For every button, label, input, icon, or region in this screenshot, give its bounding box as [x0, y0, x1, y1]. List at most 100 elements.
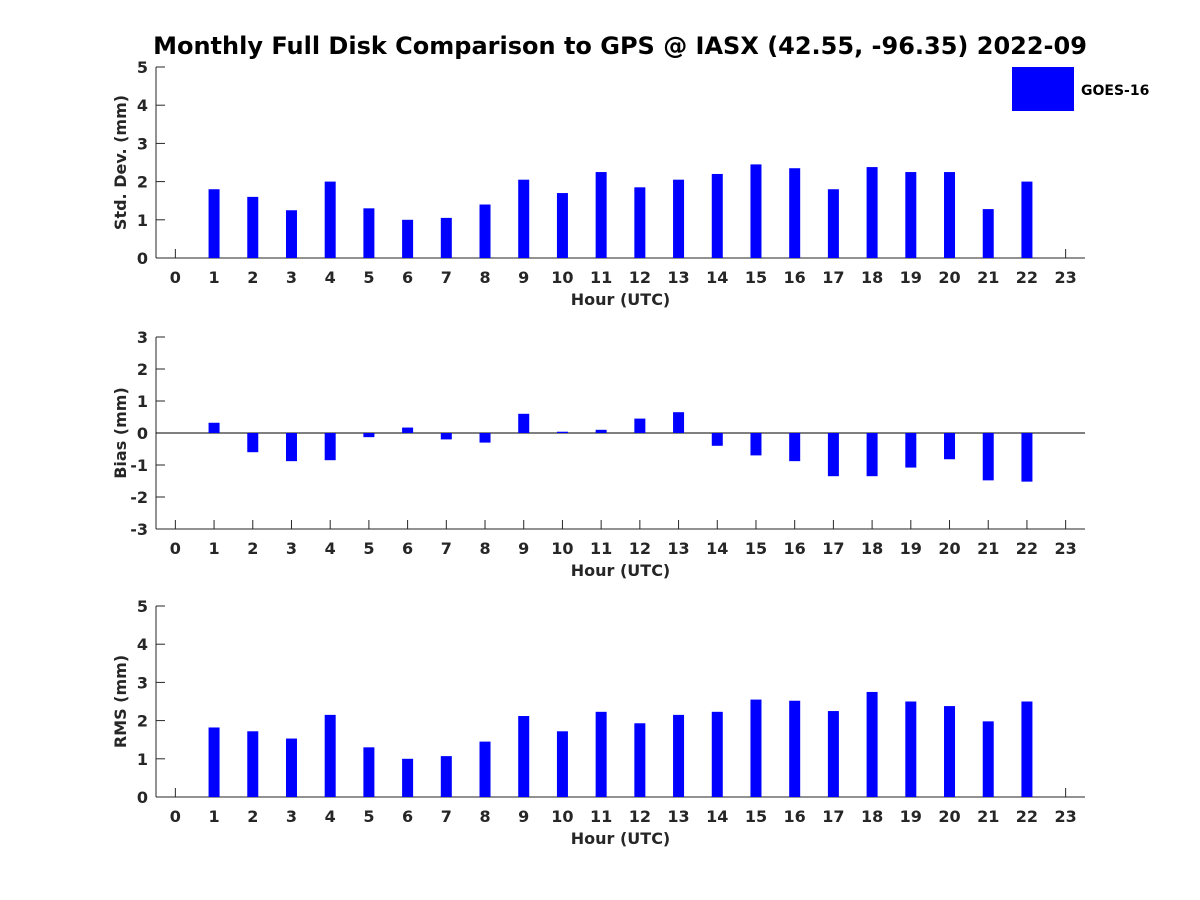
- y-tick-label: 3: [137, 328, 148, 347]
- bar-hour-19: [905, 172, 917, 258]
- x-axis-label: Hour (UTC): [571, 829, 671, 848]
- y-tick-label: 5: [137, 597, 148, 616]
- x-tick-label: 20: [938, 807, 960, 826]
- bar-hour-10: [556, 193, 568, 258]
- x-tick-label: 20: [938, 539, 960, 558]
- bar-hour-1: [208, 422, 220, 433]
- x-tick-label: 19: [900, 807, 922, 826]
- x-tick-label: 5: [363, 807, 374, 826]
- y-tick-label: 5: [137, 58, 148, 77]
- x-tick-label: 23: [1055, 539, 1077, 558]
- x-tick-label: 19: [900, 539, 922, 558]
- bar-hour-11: [595, 429, 607, 433]
- x-tick-label: 17: [822, 539, 844, 558]
- y-tick-label: 0: [137, 249, 148, 268]
- bar-hour-7: [440, 756, 452, 797]
- x-tick-label: 15: [745, 807, 767, 826]
- bar-hour-5: [363, 747, 375, 797]
- bar-hour-14: [711, 173, 723, 258]
- x-tick-label: 7: [441, 268, 452, 287]
- x-tick-label: 20: [938, 268, 960, 287]
- x-tick-label: 13: [667, 807, 689, 826]
- bar-hour-1: [208, 189, 220, 258]
- x-tick-label: 12: [629, 539, 651, 558]
- bar-hour-22: [1021, 701, 1033, 797]
- bar-hour-4: [324, 714, 336, 797]
- x-tick-label: 17: [822, 268, 844, 287]
- x-tick-label: 9: [518, 268, 529, 287]
- bar-hour-17: [827, 711, 839, 797]
- y-tick-label: 2: [137, 360, 148, 379]
- bar-hour-1: [208, 727, 220, 797]
- chart-title: Monthly Full Disk Comparison to GPS @ IA…: [153, 32, 1087, 60]
- bar-hour-16: [789, 168, 801, 258]
- bar-hour-13: [673, 179, 685, 258]
- y-tick-label: 2: [137, 712, 148, 731]
- bar-hour-12: [634, 723, 646, 797]
- x-tick-label: 16: [784, 539, 806, 558]
- x-tick-label: 4: [325, 539, 336, 558]
- x-tick-label: 8: [479, 539, 490, 558]
- bar-hour-8: [479, 741, 491, 797]
- x-tick-label: 5: [363, 268, 374, 287]
- bar-hour-18: [866, 167, 878, 258]
- x-tick-label: 11: [590, 807, 612, 826]
- x-tick-label: 3: [286, 539, 297, 558]
- x-tick-label: 14: [706, 539, 728, 558]
- bar-hour-14: [711, 711, 723, 797]
- bar-hour-3: [285, 433, 297, 462]
- bar-hour-20: [944, 172, 956, 258]
- x-tick-label: 10: [551, 807, 573, 826]
- bar-hour-2: [247, 196, 259, 258]
- x-tick-label: 21: [977, 539, 999, 558]
- x-tick-label: 7: [441, 539, 452, 558]
- x-tick-label: 21: [977, 807, 999, 826]
- bar-hour-6: [402, 427, 414, 433]
- x-axis-label: Hour (UTC): [571, 561, 671, 580]
- legend-swatch: [1012, 67, 1074, 111]
- bar-hour-2: [247, 731, 259, 797]
- y-tick-label: -2: [130, 488, 148, 507]
- bar-hour-15: [750, 699, 762, 797]
- x-tick-label: 4: [325, 268, 336, 287]
- x-tick-label: 6: [402, 807, 413, 826]
- x-tick-label: 11: [590, 268, 612, 287]
- bar-hour-13: [673, 412, 685, 433]
- x-tick-label: 18: [861, 807, 883, 826]
- y-axis-label: Std. Dev. (mm): [111, 95, 130, 230]
- x-tick-label: 12: [629, 268, 651, 287]
- bar-hour-18: [866, 691, 878, 797]
- x-tick-label: 22: [1016, 539, 1038, 558]
- x-tick-label: 4: [325, 807, 336, 826]
- x-tick-label: 8: [479, 268, 490, 287]
- x-tick-label: 12: [629, 807, 651, 826]
- x-tick-label: 3: [286, 268, 297, 287]
- y-tick-label: 1: [137, 211, 148, 230]
- x-tick-label: 7: [441, 807, 452, 826]
- y-tick-label: 2: [137, 173, 148, 192]
- bar-hour-21: [982, 209, 994, 258]
- x-tick-label: 2: [247, 268, 258, 287]
- bar-hour-6: [402, 758, 414, 797]
- x-tick-label: 1: [208, 807, 219, 826]
- bar-hour-18: [866, 433, 878, 477]
- bar-hour-19: [905, 433, 917, 468]
- bar-hour-6: [402, 219, 414, 258]
- bar-hour-4: [324, 433, 336, 461]
- x-tick-label: 10: [551, 268, 573, 287]
- bar-hour-5: [363, 208, 375, 258]
- x-axis-label: Hour (UTC): [571, 290, 671, 309]
- bar-hour-14: [711, 433, 723, 446]
- bar-hour-10: [556, 431, 568, 433]
- x-tick-label: 1: [208, 268, 219, 287]
- bar-hour-22: [1021, 181, 1033, 258]
- bar-hour-9: [518, 179, 530, 258]
- bar-hour-10: [556, 731, 568, 797]
- x-tick-label: 14: [706, 807, 728, 826]
- bar-hour-11: [595, 172, 607, 258]
- bar-hour-15: [750, 164, 762, 258]
